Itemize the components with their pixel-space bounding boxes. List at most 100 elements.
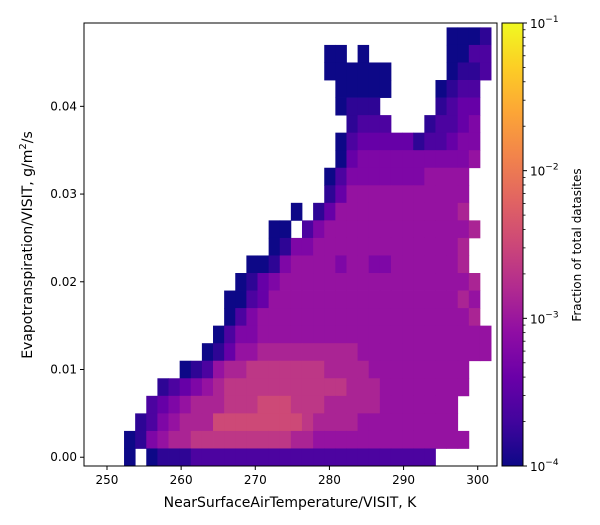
heatmap-cell [457,308,470,327]
heatmap-cell [246,325,258,344]
heatmap-cell [224,378,236,397]
heatmap-cell [435,150,447,169]
heatmap-cell [357,185,370,204]
heatmap-cell [146,413,158,432]
heatmap-cell [413,343,425,362]
heatmap-cell [268,448,281,467]
heatmap-cell [324,255,336,274]
heatmap-cell [368,413,381,432]
heatmap-cell [446,132,459,151]
heatmap-cell [324,167,336,186]
heatmap-cell [368,255,381,274]
heatmap-cell [413,202,425,221]
heatmap-cell [324,448,336,467]
heatmap-cell [446,255,459,274]
heatmap-cell [357,343,370,362]
heatmap-cell [335,395,347,414]
heatmap-cell [379,308,392,327]
heatmap-cell [346,62,358,81]
heatmap-cell [124,430,136,449]
heatmap-cell [379,150,392,169]
heatmap-cell [290,448,303,467]
heatmap-cell [446,115,459,134]
heatmap-cell [324,273,336,291]
heatmap-cell [279,430,292,449]
heatmap-cell [235,325,247,344]
heatmap-cell [390,378,403,397]
heatmap-cell [357,395,370,414]
heatmap-cell [390,395,403,414]
heatmap-cell [346,343,358,362]
heatmap-cell [168,413,181,432]
heatmap-cell [402,290,414,309]
heatmap-cell [279,237,292,256]
heatmap-cell [424,290,436,309]
heatmap-cell [435,395,447,414]
colorbar-tick-label: 10−4 [530,458,559,474]
heatmap-cell [224,290,236,309]
heatmap-cell [390,185,403,204]
heatmap-cell [402,395,414,414]
heatmap-cell [235,273,247,291]
heatmap-cell [357,237,370,256]
heatmap-cell [390,430,403,449]
heatmap-cell [357,220,370,239]
heatmap-cell [457,360,470,379]
heatmap-cell [257,255,270,274]
heatmap-cell [235,448,247,467]
heatmap-cell [268,413,281,432]
heatmap-cell [335,167,347,186]
heatmap-cell [357,413,370,432]
heatmap-cell [457,220,470,239]
heatmap-cell [324,308,336,327]
heatmap-cell [457,132,470,151]
heatmap-cell [201,395,214,414]
heatmap-cell [390,220,403,239]
heatmap-cell [368,448,381,467]
heatmap-cell [168,395,181,414]
heatmap-cell [390,150,403,169]
heatmap-cell [357,273,370,291]
heatmap-cell [279,255,292,274]
heatmap-cell [335,44,347,63]
heatmap-cell [346,202,358,221]
heatmap-cell [424,220,436,239]
heatmap-cell [313,202,325,221]
heatmap-cell [390,202,403,221]
heatmap-cell [124,448,136,467]
heatmap-cell [357,167,370,186]
heatmap-cell [390,290,403,309]
heatmap-cell [290,343,303,362]
heatmap-cell [268,308,281,327]
heatmap-cell [346,220,358,239]
heatmap-cell [213,378,225,397]
heatmap-cell [368,97,381,116]
heatmap-cell [424,448,436,467]
heatmap-cell [246,308,258,327]
heatmap-cell [368,290,381,309]
heatmap-cell [313,448,325,467]
x-tick-label: 290 [392,473,415,487]
heatmap-cell [290,378,303,397]
heatmap-cell [435,430,447,449]
heatmap-cell [402,308,414,327]
heatmap-cell [268,273,281,291]
heatmap-cell [424,255,436,274]
heatmap-cell [290,237,303,256]
heatmap-cell [324,202,336,221]
heatmap-cell [446,413,459,432]
heatmap-cell [257,290,270,309]
heatmap-cell [290,308,303,327]
heatmap-cell [368,273,381,291]
heatmap-cell [457,343,470,362]
heatmap-cell [424,413,436,432]
heatmap-cell [201,360,214,379]
heatmap-cell [335,255,347,274]
heatmap-cell [457,202,470,221]
heatmap-cell [446,185,459,204]
heatmap-cell [457,27,470,46]
heatmap-cell [201,378,214,397]
heatmap-cell [290,290,303,309]
heatmap-cell [457,62,470,81]
heatmap-cell [190,448,203,467]
